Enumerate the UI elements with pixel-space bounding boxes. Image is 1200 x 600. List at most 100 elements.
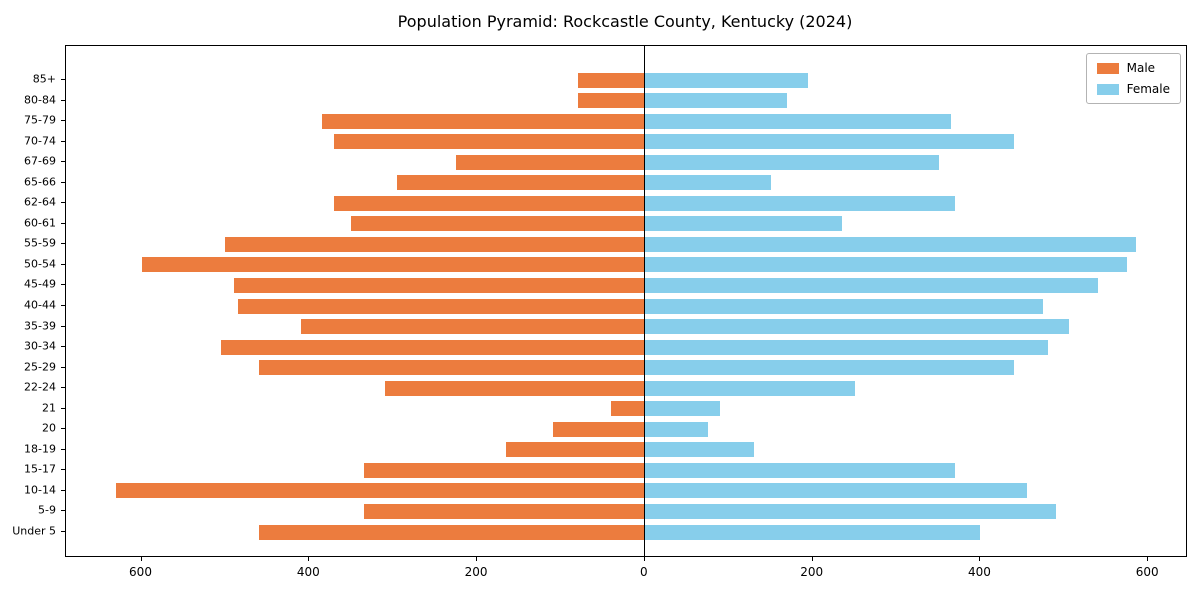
legend-item-male: Male <box>1096 61 1170 75</box>
bar-female-85+ <box>644 72 809 88</box>
bar-male-70-74 <box>334 134 645 150</box>
bar-male-80-84 <box>577 93 645 109</box>
y-tick-label-55-59: 55-59 <box>24 236 56 250</box>
y-tick-mark <box>61 161 65 163</box>
y-tick-mark <box>61 407 65 409</box>
y-tick-label-25-29: 25-29 <box>24 360 56 374</box>
bar-male-75-79 <box>321 113 645 129</box>
bar-male-40-44 <box>237 298 645 314</box>
bar-male-62-64 <box>334 195 645 211</box>
y-tick-mark <box>61 222 65 224</box>
y-tick-label-80-84: 80-84 <box>24 93 56 107</box>
y-tick-mark <box>61 79 65 80</box>
x-tick-label-200: 200 <box>800 565 824 579</box>
y-tick-label-21: 21 <box>42 401 56 415</box>
y-tick-mark <box>61 99 65 101</box>
bar-female-15-17 <box>644 462 956 478</box>
bar-male-10-14 <box>116 483 645 499</box>
y-tick-label-75-79: 75-79 <box>24 113 56 127</box>
bar-male-65-66 <box>397 175 645 191</box>
y-tick-mark <box>61 284 65 286</box>
bar-female-65-66 <box>644 175 771 191</box>
legend-swatch-female-icon <box>1096 83 1119 95</box>
y-tick-label-45-49: 45-49 <box>24 277 56 291</box>
bar-female-75-79 <box>644 113 952 129</box>
bar-female-40-44 <box>644 298 1044 314</box>
y-tick-mark <box>61 140 65 142</box>
x-tick-mark <box>643 557 645 561</box>
y-tick-label-85+: 85+ <box>32 72 56 86</box>
y-tick-mark <box>61 181 65 183</box>
y-tick-mark <box>61 387 65 389</box>
y-tick-label-10-14: 10-14 <box>24 483 56 497</box>
x-tick-label-600: 600 <box>129 565 152 579</box>
bar-male-15-17 <box>363 462 645 478</box>
bar-male-22-24 <box>384 380 645 396</box>
x-tick-label-600: 600 <box>1135 565 1159 579</box>
bar-female-10-14 <box>644 483 1027 499</box>
bar-female-62-64 <box>644 195 956 211</box>
y-tick-label-35-39: 35-39 <box>24 319 56 333</box>
bar-female-18-19 <box>644 442 754 458</box>
bar-male-18-19 <box>506 442 645 458</box>
x-tick-label-400: 400 <box>968 565 991 579</box>
bar-male-under-5 <box>258 524 645 540</box>
bar-female-22-24 <box>644 380 855 396</box>
chart-title: Population Pyramid: Rockcastle County, K… <box>397 12 853 31</box>
y-tick-label-67-69: 67-69 <box>24 154 56 168</box>
y-tick-label-30-34: 30-34 <box>24 339 56 353</box>
y-tick-label-62-64: 62-64 <box>24 195 56 209</box>
x-tick-mark <box>979 557 981 561</box>
y-tick-label-40-44: 40-44 <box>24 298 56 312</box>
bar-female-45-49 <box>644 277 1098 293</box>
bar-male-35-39 <box>300 319 645 335</box>
legend-label-female: Female <box>1126 82 1170 96</box>
y-tick-mark <box>61 531 65 532</box>
y-tick-mark <box>61 346 65 348</box>
y-tick-mark <box>61 448 65 450</box>
bar-male-50-54 <box>141 257 645 273</box>
x-tick-label-400: 400 <box>296 565 320 579</box>
y-tick-label-20: 20 <box>42 421 56 435</box>
bar-female-50-54 <box>644 257 1128 273</box>
bar-female-67-69 <box>644 154 939 170</box>
y-tick-mark <box>61 263 65 265</box>
y-tick-label-under-5: Under 5 <box>12 524 56 538</box>
x-tick-mark <box>140 557 142 561</box>
bar-female-70-74 <box>644 134 1014 150</box>
y-tick-mark <box>61 428 65 430</box>
bar-female-80-84 <box>644 93 788 109</box>
y-tick-mark <box>61 366 65 368</box>
bar-male-25-29 <box>258 360 645 376</box>
y-tick-label-50-54: 50-54 <box>24 257 56 271</box>
x-tick-mark <box>308 557 310 561</box>
bar-female-5-9 <box>644 503 1056 519</box>
y-tick-mark <box>61 243 65 245</box>
bar-male-85+ <box>577 72 645 88</box>
y-tick-mark <box>61 469 65 471</box>
legend-swatch-male-icon <box>1096 62 1119 74</box>
y-tick-label-60-61: 60-61 <box>24 216 56 230</box>
x-tick-label-200: 200 <box>464 565 488 579</box>
y-tick-mark <box>61 325 65 327</box>
bar-male-45-49 <box>233 277 645 293</box>
bar-male-20 <box>552 421 645 437</box>
y-tick-mark <box>61 305 65 306</box>
y-tick-label-65-66: 65-66 <box>24 175 56 189</box>
x-tick-label-0: 0 <box>640 565 648 579</box>
bar-male-55-59 <box>225 236 645 252</box>
bar-female-21 <box>644 401 721 417</box>
y-tick-label-15-17: 15-17 <box>24 462 56 476</box>
y-tick-label-5-9: 5-9 <box>38 503 56 517</box>
y-tick-label-70-74: 70-74 <box>24 134 56 148</box>
bar-female-under-5 <box>644 524 981 540</box>
bar-female-20 <box>644 421 708 437</box>
bar-male-67-69 <box>456 154 645 170</box>
bar-female-25-29 <box>644 360 1014 376</box>
legend-item-female: Female <box>1096 82 1170 96</box>
legend: Male Female <box>1085 53 1181 104</box>
y-tick-mark <box>61 489 65 491</box>
x-tick-mark <box>476 557 478 561</box>
y-tick-mark <box>61 202 65 204</box>
